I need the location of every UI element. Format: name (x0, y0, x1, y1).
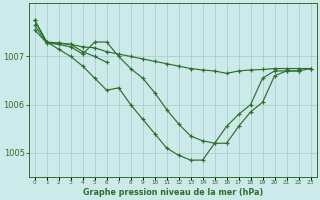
X-axis label: Graphe pression niveau de la mer (hPa): Graphe pression niveau de la mer (hPa) (83, 188, 263, 197)
